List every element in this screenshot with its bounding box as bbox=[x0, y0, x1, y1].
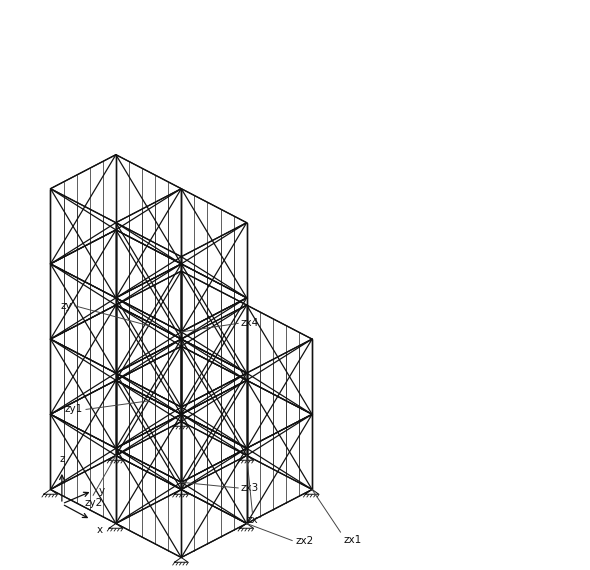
Text: x: x bbox=[97, 525, 103, 535]
Text: y: y bbox=[99, 486, 105, 496]
Text: zx1: zx1 bbox=[343, 535, 362, 545]
Text: zy: zy bbox=[60, 301, 72, 311]
Text: zx3: zx3 bbox=[241, 483, 259, 493]
Text: zx2: zx2 bbox=[295, 536, 313, 545]
Text: zy2: zy2 bbox=[84, 498, 102, 508]
Text: zx: zx bbox=[247, 515, 258, 525]
Text: zx4: zx4 bbox=[241, 319, 259, 328]
Text: zy1: zy1 bbox=[65, 404, 83, 414]
Text: z: z bbox=[59, 454, 65, 464]
